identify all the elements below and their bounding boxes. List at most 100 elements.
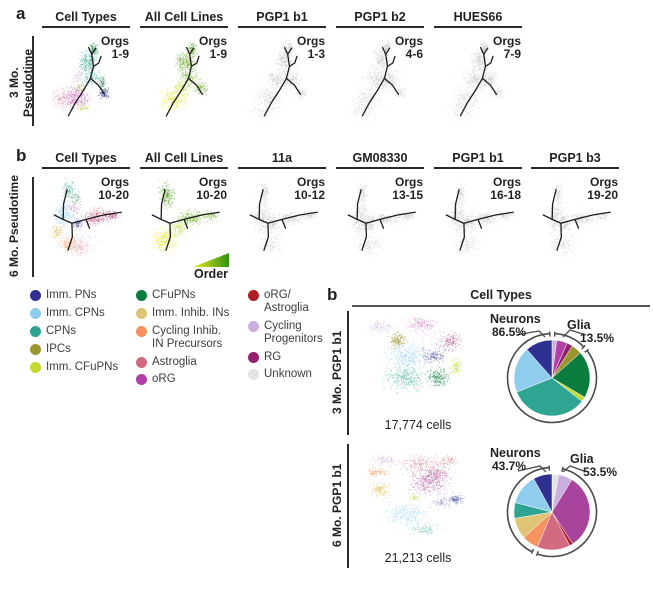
pie-slice	[513, 349, 553, 393]
scatter-6mo-11a	[238, 171, 326, 282]
legend-color-dot	[136, 307, 147, 319]
legend-label: Imm. CPNs	[46, 306, 105, 319]
legend-color-dot	[136, 374, 147, 386]
legend-color-dot	[136, 290, 147, 301]
label-connector	[562, 329, 587, 338]
legend-color-dot	[136, 325, 147, 337]
orgs-label: Orgs 10-12	[294, 175, 325, 202]
ring-tick	[584, 348, 589, 353]
column-header: All Cell Lines	[144, 151, 224, 165]
legend-item: oRG/ Astroglia	[248, 289, 356, 315]
label-connector	[517, 465, 547, 473]
scatter-3mo-hues66	[434, 30, 522, 141]
legend-color-dot	[30, 307, 41, 319]
br-row1-axis-rule	[347, 311, 350, 435]
br-row1-label: 3 Mo. PGP1 b1	[330, 330, 344, 414]
column-header: Cell Types	[55, 10, 117, 24]
legend-label: CPNs	[46, 324, 77, 337]
pie-slice	[516, 377, 583, 417]
legend-label: Astroglia	[152, 355, 197, 368]
pie-chart-6mo	[506, 465, 598, 558]
legend-item: IPCs	[30, 343, 138, 356]
orgs-label: Orgs 7-9	[492, 34, 521, 61]
legend-item: CFuPNs	[136, 289, 244, 302]
panel-br-header-rule	[352, 305, 650, 308]
glia-label-3mo: Glia	[567, 318, 591, 332]
cell-type-legend: Imm. PNs Imm. CPNs CPNs IPCs Imm. CFuPNs CFuP…	[28, 289, 348, 404]
column-header: PGP1 b1	[256, 10, 308, 24]
legend-color-dot	[30, 290, 41, 301]
legend-item: Imm. CPNs	[30, 307, 138, 320]
legend-column: CFuPNs Imm. Inhib. INs Cycling Inhib. IN P…	[136, 289, 244, 391]
legend-color-dot	[30, 361, 41, 373]
neurons-label-6mo: Neurons	[490, 446, 541, 460]
scatter-6mo-pgp1-b1	[434, 171, 522, 282]
legend-item: Cycling Inhib. IN Precursors	[136, 325, 244, 351]
header-rule	[140, 26, 228, 29]
pie-slice	[533, 473, 553, 513]
legend-item: CPNs	[30, 325, 138, 338]
legend-label: oRG/ Astroglia	[264, 289, 309, 314]
pie-slice	[526, 339, 553, 379]
glia-pct-3mo: 13.5%	[580, 331, 615, 345]
cell-count-3mo: 17,774 cells	[384, 418, 452, 432]
legend-color-dot	[30, 343, 41, 355]
column-header: GM08330	[352, 151, 408, 165]
neurons-label-3mo: Neurons	[490, 312, 541, 326]
panel-br-letter: b	[327, 285, 338, 304]
legend-item: Imm. Inhib. INs	[136, 307, 244, 320]
legend-item: RG	[248, 351, 356, 364]
label-connector	[515, 330, 546, 338]
panel-a-col-pgp1-b2: PGP1 b2 Orgs 4-6	[336, 9, 424, 141]
legend-column: oRG/ Astroglia Cycling Progenitors RG Unkno…	[248, 289, 356, 386]
neurons-pct-6mo: 43.7%	[492, 459, 527, 473]
header-rule	[140, 167, 228, 170]
legend-color-dot	[248, 351, 259, 363]
panel-b-col-11a: 11a Orgs 10-12	[238, 150, 326, 282]
header-rule	[238, 26, 326, 29]
panel-b-col-pgp1-b3: PGP1 b3 Orgs 19-20	[531, 150, 619, 282]
column-header: PGP1 b1	[452, 151, 504, 165]
scatter-3mo-cell-types	[42, 30, 130, 141]
neurons-pct-3mo: 86.5%	[492, 325, 527, 339]
orgs-label: Orgs 19-20	[587, 175, 618, 202]
legend-color-dot	[248, 320, 259, 332]
legend-label: Imm. CFuPNs	[46, 360, 119, 373]
ring-tick	[530, 548, 535, 555]
orgs-label: Orgs 1-9	[198, 34, 227, 61]
scatter-6mo-cell-types	[42, 171, 130, 282]
scatter-6mo-pgp1-b3	[531, 171, 619, 282]
panel-b-letter: b	[16, 146, 27, 165]
legend-color-dot	[248, 290, 259, 301]
legend-label: CFuPNs	[152, 289, 196, 301]
panel-a-axis-rule	[32, 36, 35, 126]
panel-b-col-gm08330: GM08330 Orgs 13-15	[336, 150, 424, 282]
orgs-label: Orgs 10-20	[196, 175, 227, 202]
header-rule	[336, 26, 424, 29]
header-rule	[434, 167, 522, 170]
legend-label: IPCs	[46, 342, 71, 355]
legend-item: Unknown	[248, 368, 356, 381]
legend-item: oRG	[136, 373, 244, 386]
panel-b-col-cell-types: Cell Types Orgs 10-20	[42, 150, 130, 282]
column-header: HUES66	[453, 10, 503, 24]
legend-color-dot	[136, 356, 147, 368]
legend-label: oRG	[152, 373, 176, 386]
ring-tick	[535, 550, 539, 557]
legend-label: Unknown	[264, 368, 312, 381]
header-rule	[434, 26, 522, 29]
scatter-3mo-pgp1-b2	[336, 30, 424, 141]
panel-a-col-hues66: HUES66 Orgs 7-9	[434, 9, 522, 141]
scatter-3mo-all-cell-lines	[140, 30, 228, 141]
legend-column: Imm. PNs Imm. CPNs CPNs IPCs Imm. CFuPNs	[30, 289, 138, 378]
legend-label: Cycling Inhib. IN Precursors	[152, 324, 223, 350]
scatter-3mo-pgp1-b1	[238, 30, 326, 141]
group-ring-arc	[506, 466, 550, 553]
pie-slice	[551, 352, 591, 398]
ring-tick	[581, 345, 586, 350]
group-ring-arc	[554, 332, 585, 348]
umap-6mo-pgp1-b1	[356, 444, 480, 550]
orgs-label: Orgs 10-20	[98, 175, 129, 202]
group-ring-arc	[506, 332, 598, 424]
